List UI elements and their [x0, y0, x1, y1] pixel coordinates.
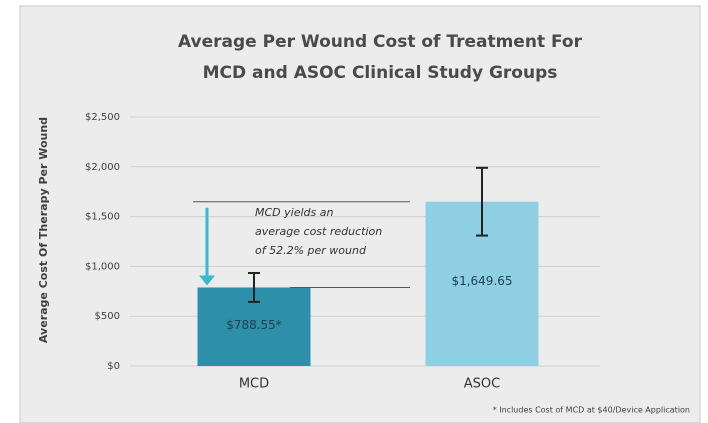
y-tick-label: $2,500 [85, 112, 120, 123]
y-tick-label: $2,000 [85, 162, 120, 173]
annotation: average cost reduction [255, 225, 382, 238]
arrow-head [199, 275, 215, 286]
annotation: MCD yields an [255, 206, 333, 219]
annotation: of 52.2% per wound [255, 244, 367, 257]
y-tick-label: $500 [95, 311, 120, 322]
footnote: * Includes Cost of MCD at $40/Device App… [493, 406, 690, 415]
chart-title: MCD and ASOC Clinical Study Groups [203, 63, 558, 83]
y-tick-label: $1,500 [85, 212, 120, 223]
x-tick-label: ASOC [464, 377, 500, 392]
x-tick-label: MCD [239, 377, 269, 392]
y-tick-label: $0 [107, 361, 120, 372]
chart-panel [19, 5, 701, 423]
chart-title: Average Per Wound Cost of Treatment For [178, 32, 583, 52]
y-tick-label: $1,000 [85, 261, 120, 272]
value-label: $1,649.65 [451, 274, 512, 288]
y-axis-label: Average Cost Of Therapy Per Wound [37, 117, 50, 343]
value-label: $788.55* [226, 318, 282, 332]
